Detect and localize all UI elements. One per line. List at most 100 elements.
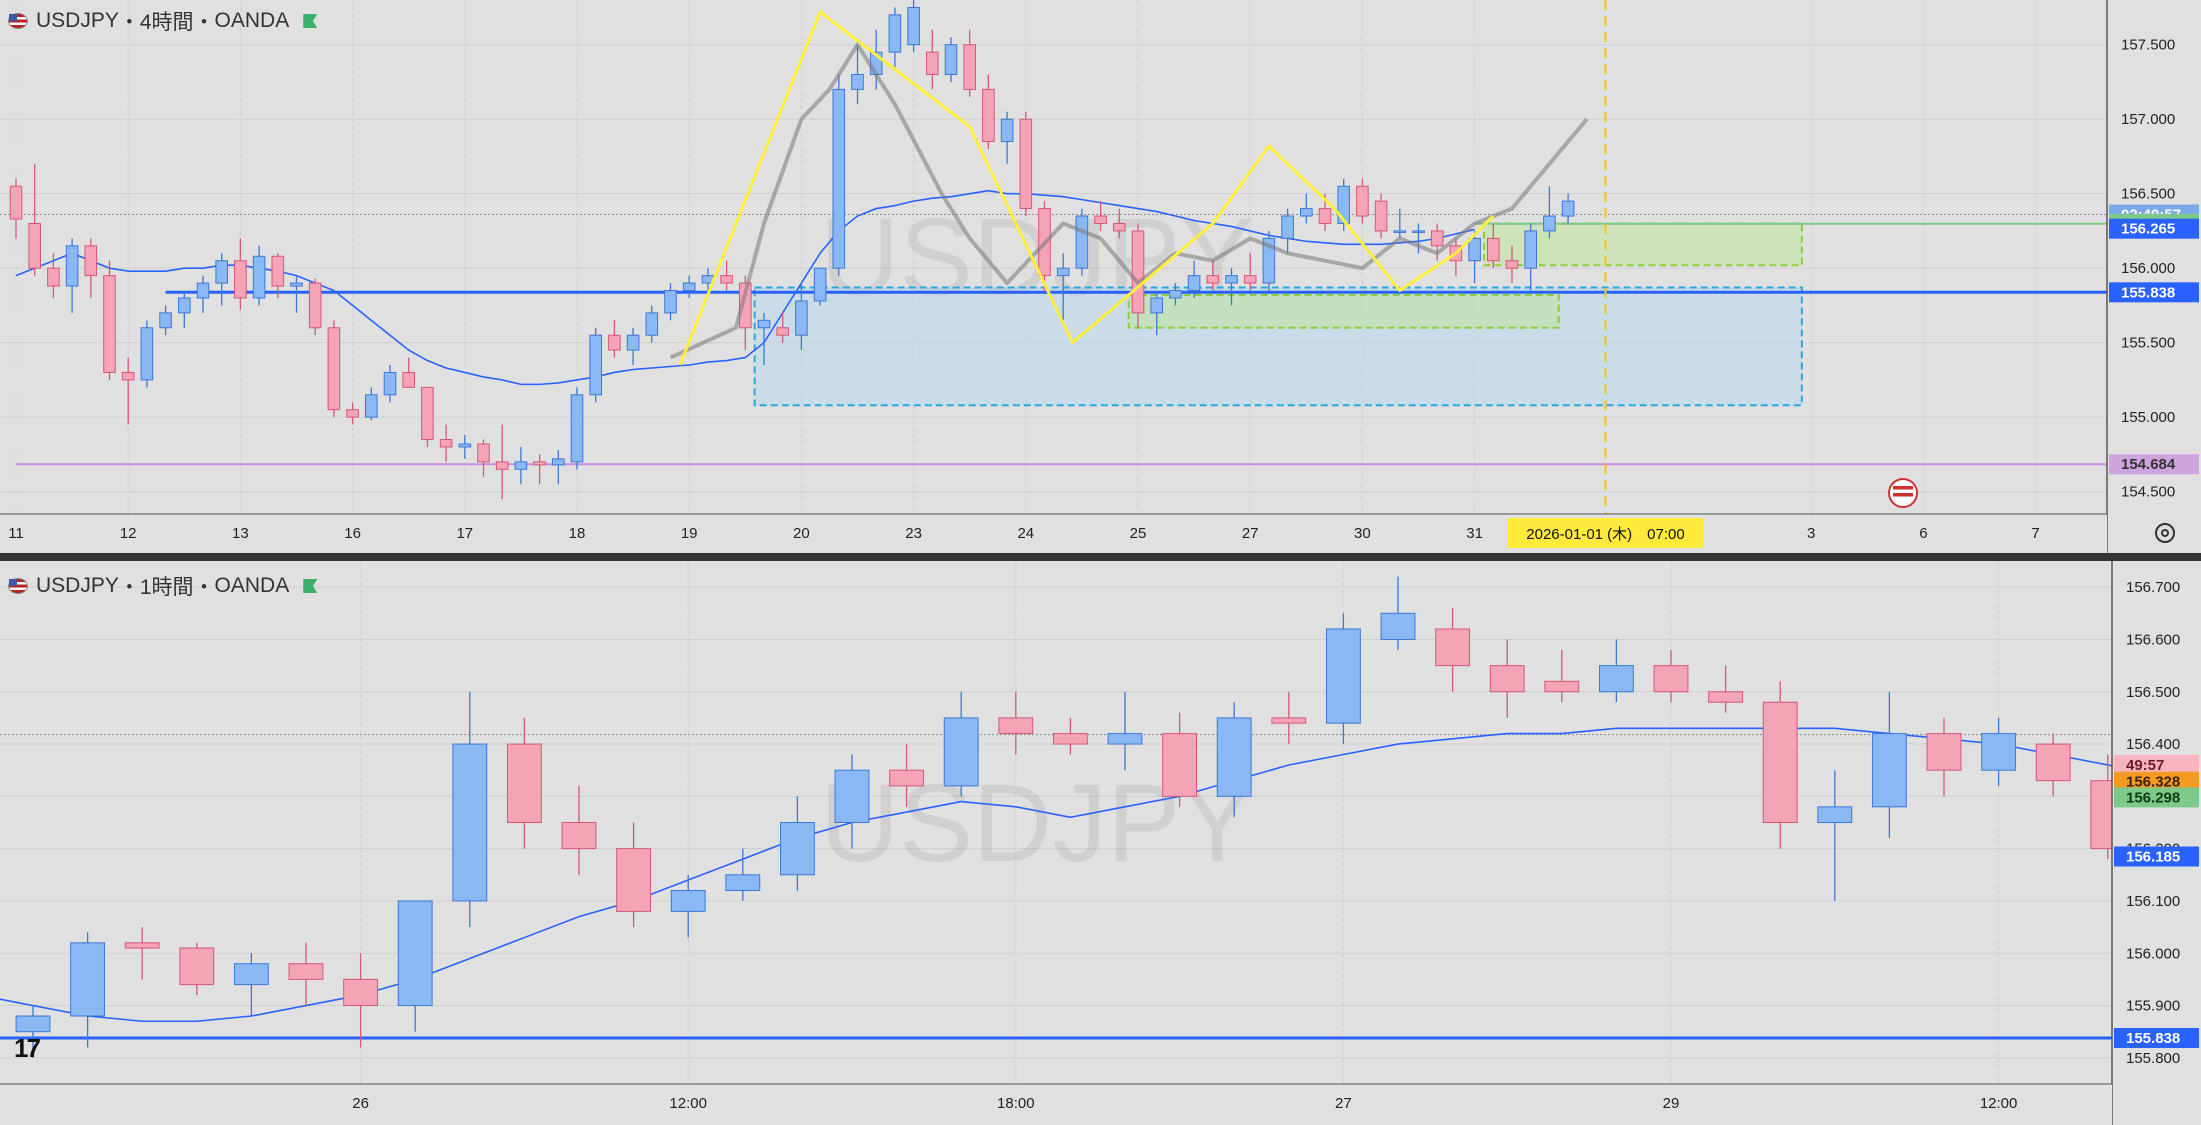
candle-body <box>1271 717 1307 724</box>
candle-body <box>570 394 584 463</box>
candle-body <box>514 461 528 470</box>
time-tick-label: 19 <box>681 525 698 542</box>
chart-canvas-4h[interactable]: USDJPY 154.500 155.000 155.500 156.000 156.50… <box>0 0 2201 553</box>
separator: ・ <box>193 576 215 599</box>
time-tick-label: 12 <box>120 525 137 542</box>
candle-body <box>1487 237 1500 262</box>
candle-body <box>215 260 228 284</box>
settings-icon[interactable] <box>2155 523 2175 543</box>
candle-body <box>1206 275 1220 284</box>
green-flag-icon[interactable] <box>303 14 318 28</box>
candle-body <box>1094 215 1107 224</box>
candle-body <box>645 312 659 336</box>
time-tick-label: 16 <box>344 525 361 542</box>
candle-body <box>626 334 640 351</box>
candle-body <box>397 900 433 1007</box>
candle-body <box>233 963 269 986</box>
candle-body <box>1187 275 1201 292</box>
candle-body <box>308 282 322 329</box>
chart-pane-1h[interactable]: USDJPY155.800155.900156.000156.100156.20… <box>0 561 2201 1125</box>
candle-body <box>1412 230 1425 233</box>
candle-body <box>1131 230 1145 314</box>
candle-body <box>290 282 303 287</box>
candle-body <box>159 312 172 329</box>
chart-header-4h[interactable]: USDJPY ・ 4時間 ・ OANDA <box>8 6 318 36</box>
candle-body <box>1598 665 1634 693</box>
candle-body <box>28 222 41 269</box>
candle-body <box>1325 628 1361 724</box>
time-tick-label: 27 <box>1242 525 1259 542</box>
symbol-name: USDJPY <box>36 9 119 32</box>
candle-body <box>2035 743 2071 782</box>
candle-body <box>327 327 341 411</box>
candle-body <box>795 300 808 336</box>
pane-divider[interactable] <box>0 553 2201 561</box>
chart-pane-4h[interactable]: USDJPY 154.500 155.000 155.500 156.000 156.50… <box>0 0 2201 553</box>
us-flag-icon <box>8 13 28 29</box>
price-label-text: 156.328 <box>2126 774 2180 791</box>
candle-body <box>383 371 397 396</box>
price-label-text: 156.298 <box>2126 789 2180 806</box>
price-tick-label: 157.000 <box>2121 111 2175 128</box>
candle-body <box>1019 118 1033 210</box>
candle-body <box>1505 260 1519 269</box>
candle-body <box>1374 200 1388 232</box>
candle-body <box>477 443 490 463</box>
green-flag-icon[interactable] <box>303 579 318 593</box>
candles <box>15 576 2201 1058</box>
candle-body <box>1000 118 1014 143</box>
price-label-text: 156.265 <box>2121 221 2175 238</box>
candle-body <box>140 327 154 381</box>
candle-body <box>1817 806 1853 823</box>
price-tick-label: 156.500 <box>2126 684 2180 701</box>
candle-body <box>1561 200 1575 217</box>
time-tick-label: 12:00 <box>669 1095 707 1112</box>
candle-body <box>421 386 434 441</box>
us-event-icon[interactable] <box>1888 478 1918 508</box>
price-label-box <box>2109 218 2199 239</box>
candle-body <box>1430 230 1444 247</box>
chart-canvas-1h[interactable]: USDJPY155.800155.900156.000156.100156.20… <box>0 561 2201 1125</box>
us-flag-icon <box>8 578 28 594</box>
date-badge <box>1507 518 1704 548</box>
candle-body <box>1281 215 1294 239</box>
time-tick-label: 23 <box>905 525 922 542</box>
price-label-box <box>2109 282 2199 303</box>
timeframe: 4時間 <box>139 11 194 34</box>
candle-body <box>84 245 98 277</box>
candle-body <box>506 743 542 823</box>
price-label-box <box>2114 787 2199 808</box>
tradingview-logo[interactable]: 17 <box>14 1033 41 1063</box>
candle-body <box>1393 230 1407 233</box>
pattern-path <box>678 10 1495 366</box>
candle-body <box>851 73 864 90</box>
price-tick-label: 155.500 <box>2121 335 2175 352</box>
date-badge-text: 2026-01-01 (木) 07:00 <box>1526 526 1684 543</box>
price-tick-label: 156.100 <box>2126 893 2180 910</box>
candle-body <box>365 394 378 418</box>
price-label-box <box>2109 454 2199 475</box>
candle-body <box>725 874 761 891</box>
candle-body <box>1653 665 1689 693</box>
price-tick-label: 156.500 <box>2121 186 2175 203</box>
candle-body <box>1262 237 1276 284</box>
separator: ・ <box>118 11 140 34</box>
time-tick-label: 24 <box>1017 525 1034 542</box>
candle-body <box>1489 665 1525 693</box>
separator: ・ <box>193 11 215 34</box>
candle-body <box>982 88 995 143</box>
price-label-text: 154.684 <box>2121 456 2176 473</box>
price-label-text: 155.838 <box>2126 1030 2180 1047</box>
candle-body <box>1981 733 2017 771</box>
time-tick-label: 31 <box>1466 525 1483 542</box>
separator: ・ <box>118 576 140 599</box>
candle-body <box>834 769 870 823</box>
price-tick-label: 156.700 <box>2126 579 2180 596</box>
candle-body <box>1356 185 1369 217</box>
candle-body <box>1708 691 1744 703</box>
candle-body <box>439 439 453 448</box>
chart-header-1h[interactable]: USDJPY ・ 1時間 ・ OANDA <box>8 571 318 601</box>
candle-body <box>402 371 415 388</box>
candle-body <box>9 185 23 220</box>
candle-body <box>1926 733 1962 771</box>
